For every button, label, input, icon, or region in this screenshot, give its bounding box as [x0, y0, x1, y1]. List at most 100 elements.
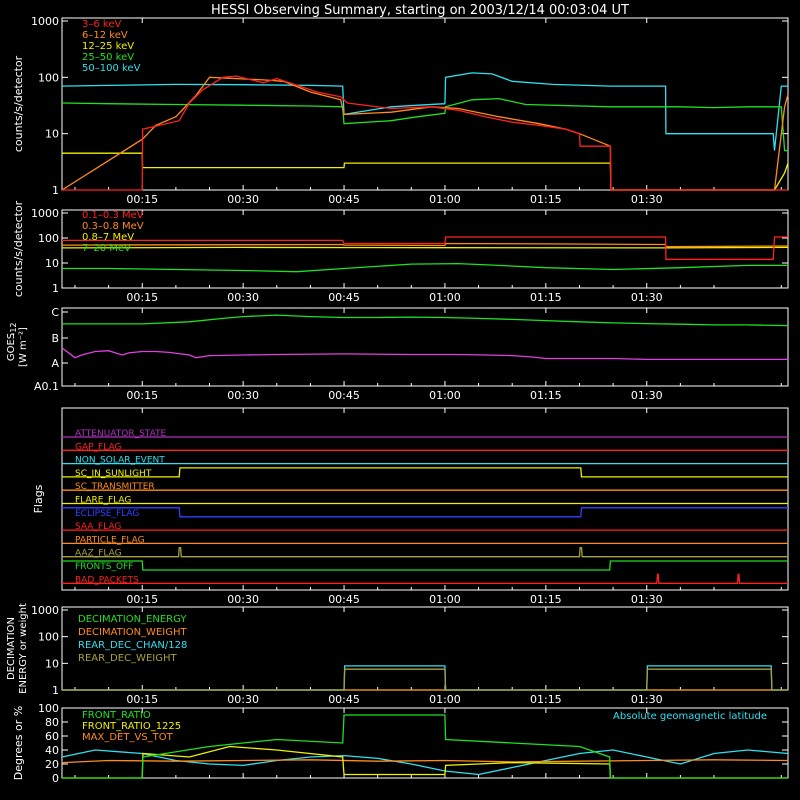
legend-entry: 50–100 keV [82, 63, 141, 74]
decimation-x-tick-label: 01:15 [530, 693, 562, 706]
y-tick-label: A [51, 357, 59, 370]
series-line [62, 314, 789, 327]
series-line [61, 72, 788, 151]
front-x-tick-label: 01:15 [530, 193, 562, 206]
flag-label: FRONTS_OFF [75, 562, 133, 572]
chart-title: HESSI Observing Summary, starting on 200… [211, 3, 629, 18]
flag-label: SC_IN_SUNLIGHT [75, 469, 152, 479]
legend-entry: FRONT_RATIO [82, 710, 151, 721]
goes-x-tick-label: 01:30 [631, 389, 663, 402]
y-axis-label: counts/s/detector [12, 200, 25, 297]
decimation-panel: 00:15 00:30 00:45 01:00 01:15 01:30 1 10 100 1000… [6, 603, 789, 706]
series-line [61, 759, 789, 764]
y-tick-label: 1000 [31, 207, 59, 220]
rear-x-tick-label: 01:30 [631, 291, 663, 304]
legend-entry: 6–12 keV [82, 30, 128, 41]
flag-label: GAP_FLAG [75, 442, 121, 452]
flags-x-tick-label: 00:45 [328, 593, 360, 606]
series-line [62, 714, 788, 779]
flags-x-tick-label: 01:15 [530, 593, 562, 606]
flag-label: BAD_PACKETS [75, 575, 139, 585]
y-tick-label: 1 [52, 184, 59, 197]
legend-entry: 0.3–0.8 MeV [82, 221, 144, 232]
legend-entry: DECIMATION_ENERGY [78, 614, 187, 625]
decimation-x-tick-label: 00:45 [328, 693, 360, 706]
rear-x-tick-label: 01:15 [530, 291, 562, 304]
legend-entry: MAX_DET_VS_TOT [82, 732, 174, 743]
y-axis-label: [W m⁻²] [18, 327, 29, 367]
y-axis-label: DECIMATION [6, 617, 17, 680]
y-tick-label: B [51, 332, 59, 345]
rear-panel: 00:15 00:30 00:45 01:00 01:15 01:30 1 10 100 1000… [12, 200, 789, 304]
goes-x-tick-label: 00:15 [126, 389, 158, 402]
y-tick-label: 1000 [31, 604, 59, 617]
flags-x-tick-label: 00:30 [227, 593, 259, 606]
front-x-tick-label: 01:00 [429, 193, 461, 206]
goes-x-tick-label: 01:15 [530, 389, 562, 402]
flags-x-tick-label: 01:30 [631, 593, 663, 606]
flag-line [62, 560, 788, 571]
series-line [61, 97, 788, 152]
flag-label: ECLIPSE_FLAG [75, 509, 139, 519]
rear-frame [61, 209, 789, 289]
decimation-x-tick-label: 01:00 [429, 693, 461, 706]
legend-entry: REAR_DEC_CHAN/128 [78, 640, 187, 651]
legend-entry: 0.8–7 MeV [82, 232, 134, 243]
legend-entry: 12–25 keV [82, 41, 134, 52]
decimation-x-tick-label: 00:30 [227, 693, 259, 706]
front-x-tick-label: 00:15 [126, 193, 158, 206]
flags-frame [61, 407, 789, 591]
series-line [62, 75, 788, 191]
y-tick-label: 20 [45, 758, 59, 771]
y-tick-label: 40 [45, 744, 59, 757]
legend-entry: REAR_DEC_WEIGHT [78, 653, 177, 664]
y-axis-label: Flags [32, 484, 45, 513]
flag-label: ATTENUATOR_STATE [75, 429, 167, 439]
goes-x-tick-label: 00:30 [227, 389, 259, 402]
y-tick-label: 80 [45, 716, 59, 729]
front-x-tick-label: 00:45 [328, 193, 360, 206]
legend-entry: 7–20 MeV [82, 243, 131, 254]
series-line [62, 668, 788, 691]
legend-entry: 0.1–0.3 MeV [82, 210, 144, 221]
y-tick-label: 100 [38, 71, 59, 84]
series-line [61, 347, 788, 361]
y-tick-label: 10 [45, 128, 59, 141]
rear-x-tick-label: 00:30 [227, 291, 259, 304]
rear-x-tick-label: 00:45 [328, 291, 360, 304]
flag-label: SC_TRANSMITTER [75, 482, 155, 492]
series-line [62, 236, 788, 260]
flag-label: PARTICLE_FLAG [75, 535, 145, 545]
y-tick-label: 100 [38, 702, 59, 715]
y-axis-label: GOES [6, 333, 17, 361]
flag-label: NON_SOLAR_EVENT [75, 456, 165, 466]
panels: 00:15 00:30 00:45 01:00 01:15 01:301101001000… [6, 15, 789, 785]
legend-entry: 25–50 keV [82, 52, 134, 63]
y-tick-label: 10 [45, 257, 59, 270]
y-tick-label: 1000 [31, 15, 59, 28]
decimation-x-tick-label: 00:15 [126, 693, 158, 706]
ratios-annotation: Absolute geomagnetic latitude [613, 711, 767, 722]
y-axis-label: Degrees or % [12, 706, 25, 780]
flags-x-tick-label: 01:00 [429, 593, 461, 606]
goes-panel: 00:15 00:30 00:45 01:00 01:15 01:30 A0.1 ABC GOE… [6, 306, 789, 402]
legend-entry: 3–6 keV [82, 19, 121, 30]
rear-x-tick-label: 00:15 [126, 291, 158, 304]
legend-entry: DECIMATION_WEIGHT [78, 627, 187, 638]
flag-label: SAA_FLAG [75, 522, 121, 532]
flag-line [62, 573, 788, 584]
series-line [62, 745, 788, 779]
series-line [61, 246, 789, 249]
y-tick-label: 100 [38, 631, 59, 644]
goes-x-tick-label: 01:00 [429, 389, 461, 402]
y-axis-label: ENERGY or weight [18, 603, 29, 694]
flags-x-tick-label: 00:15 [126, 593, 158, 606]
y-tick-label: A0.1 [34, 380, 59, 393]
rear-x-tick-label: 01:00 [429, 291, 461, 304]
goes-frame [61, 307, 789, 387]
front-frame [61, 17, 789, 191]
y-axis-label-superscript: -12 [9, 322, 18, 335]
y-tick-label: 0 [52, 772, 59, 785]
y-tick-label: C [51, 306, 59, 319]
